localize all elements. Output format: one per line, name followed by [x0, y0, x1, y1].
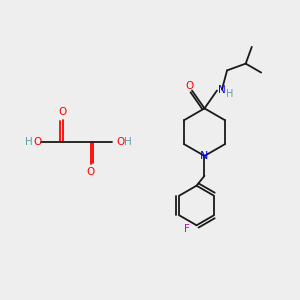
- Text: O: O: [33, 137, 41, 147]
- Text: N: N: [218, 85, 226, 94]
- Text: O: O: [86, 167, 95, 177]
- Text: H: H: [124, 137, 132, 147]
- Text: O: O: [59, 107, 67, 117]
- Text: H: H: [226, 89, 234, 100]
- Text: O: O: [116, 137, 124, 147]
- Text: H: H: [25, 137, 33, 147]
- Text: O: O: [185, 82, 193, 92]
- Text: N: N: [200, 151, 209, 161]
- Text: F: F: [184, 224, 190, 234]
